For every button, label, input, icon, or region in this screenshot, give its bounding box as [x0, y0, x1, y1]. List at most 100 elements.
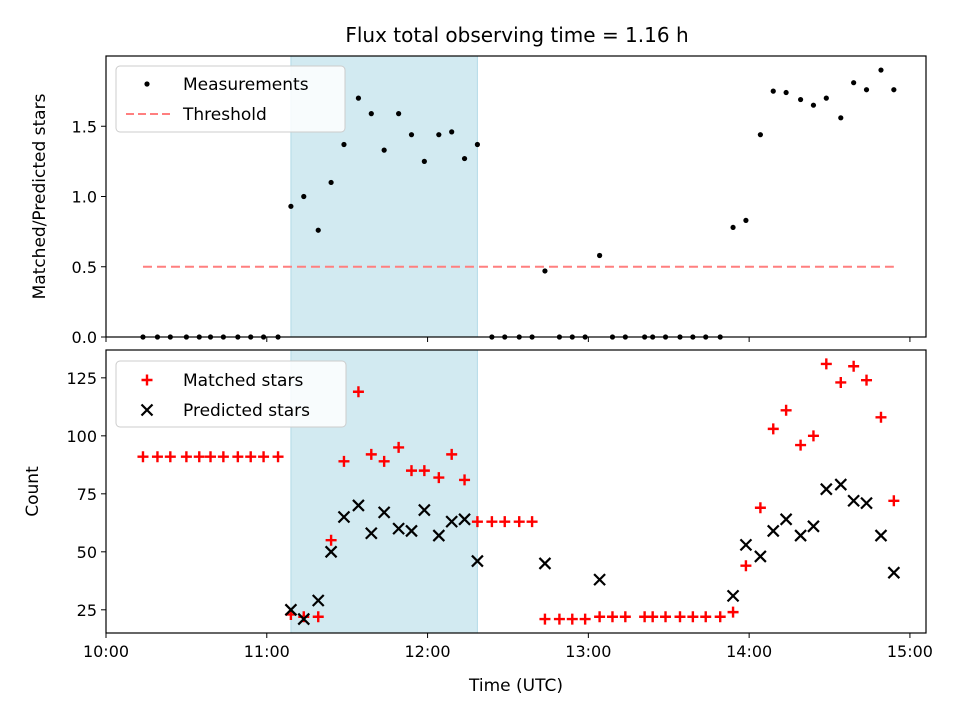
matched-star-point	[217, 451, 229, 463]
matched-star-point	[164, 451, 176, 463]
legend-matched-marker	[141, 374, 153, 386]
matched-star-point	[848, 360, 860, 372]
predicted-star-point	[418, 503, 431, 517]
predicted-star-point	[432, 529, 446, 542]
matched-star-point	[325, 534, 337, 546]
legend-measurements-label: Measurements	[183, 75, 309, 95]
matched-star-point	[835, 376, 847, 388]
measurement-point	[301, 193, 307, 200]
predicted-star-point	[726, 589, 740, 603]
count-panel: 25 50 75 100 125 10:00 11:00 12:00 13:00 14:00 15…	[23, 349, 933, 696]
predicted-star-point	[445, 515, 458, 528]
matched-star-point	[180, 451, 192, 463]
matched-star-point	[499, 516, 511, 528]
x-tick-label: 13:00	[565, 642, 611, 661]
measurement-point	[461, 155, 468, 162]
y-tick-label: 75	[77, 485, 97, 504]
matched-star-point	[579, 613, 591, 625]
matched-star-point	[539, 613, 551, 625]
matched-star-point	[553, 613, 565, 625]
count-legend: Matched stars Predicted stars	[115, 360, 347, 428]
matched-star-point	[272, 451, 284, 463]
count-legend-box	[115, 360, 347, 428]
count-y-axis-label: Count	[23, 466, 43, 517]
matched-star-point	[888, 495, 900, 507]
x-tick-label: 12:00	[405, 642, 451, 661]
y-tick-label: 125	[66, 369, 97, 388]
x-tick-label: 11:00	[244, 642, 290, 661]
measurement-point	[474, 141, 481, 148]
legend-predicted-marker	[140, 403, 154, 417]
matched-star-point	[861, 374, 873, 386]
matched-star-point	[486, 516, 498, 528]
predicted-star-point	[458, 513, 471, 526]
matched-star-point	[151, 451, 163, 463]
matched-star-point	[193, 451, 205, 463]
count-y-ticks: 25 50 75 100 125	[66, 369, 106, 620]
matched-star-point	[245, 451, 257, 463]
predicted-star-point	[847, 494, 860, 508]
measurement-point	[878, 67, 884, 73]
matched-star-point	[446, 448, 458, 460]
matched-star-point	[754, 502, 766, 514]
y-tick-label: 100	[66, 427, 97, 446]
measurement-point	[810, 102, 817, 108]
predicted-star-point	[471, 554, 484, 568]
matched-star-point	[594, 611, 606, 623]
y-tick-label: 1.0	[72, 188, 97, 207]
matched-star-point	[795, 439, 807, 451]
measurement-point	[368, 111, 374, 117]
matched-star-point	[807, 430, 819, 442]
measurement-point	[783, 89, 789, 96]
measurement-point	[328, 179, 334, 186]
predicted-star-point	[779, 513, 793, 526]
matched-star-point	[393, 441, 405, 453]
matched-star-point	[647, 611, 659, 623]
measurement-point	[408, 132, 415, 138]
y-tick-label: 25	[77, 601, 97, 620]
matched-star-point	[780, 404, 792, 416]
matched-star-point	[471, 516, 483, 528]
predicted-star-point	[311, 594, 325, 607]
predicted-star-point	[807, 520, 820, 533]
legend-threshold-label: Threshold	[182, 105, 267, 125]
measurement-point	[838, 115, 844, 121]
matched-star-point	[312, 611, 324, 623]
measurement-point	[770, 88, 776, 94]
x-tick-label: 15:00	[887, 642, 933, 661]
measurement-point	[341, 141, 347, 148]
matched-star-point	[378, 455, 390, 467]
matched-star-point	[526, 516, 538, 528]
predicted-star-point	[794, 529, 807, 542]
count-x-ticks: 10:00 11:00 12:00 13:00 14:00 15:00	[83, 633, 933, 661]
measurement-point	[436, 132, 442, 138]
chart-title: Flux total observing time = 1.16 h	[345, 23, 688, 47]
matched-star-point	[459, 474, 471, 486]
ratio-legend: Measurements Threshold	[115, 65, 346, 133]
matched-star-point	[258, 451, 270, 463]
legend-x-glyph	[140, 403, 154, 417]
x-axis-label: Time (UTC)	[468, 676, 563, 696]
matched-star-point	[687, 611, 699, 623]
predicted-star-point	[834, 478, 848, 491]
measurement-point	[315, 227, 321, 233]
measurement-point	[851, 80, 857, 86]
predicted-star-point	[820, 482, 833, 496]
predicted-star-point	[392, 522, 405, 535]
predicted-star-point	[297, 612, 311, 626]
ratio-y-axis-label: Matched/Predicted stars	[30, 93, 50, 299]
ratio-x-ticks	[105, 337, 911, 342]
y-tick-label: 1.5	[72, 117, 97, 136]
matched-star-point	[700, 611, 712, 623]
measurement-point	[863, 87, 870, 93]
predicted-star-point	[538, 557, 552, 570]
y-tick-label: 50	[77, 543, 97, 562]
predicted-star-point	[352, 499, 365, 512]
matched-star-point	[606, 611, 618, 623]
predicted-star-point	[874, 529, 888, 542]
predicted-star-point	[766, 524, 780, 538]
predicted-star-point	[324, 545, 338, 559]
x-tick-label: 14:00	[726, 642, 772, 661]
matched-star-point	[205, 451, 217, 463]
predicted-star-point	[887, 566, 901, 579]
